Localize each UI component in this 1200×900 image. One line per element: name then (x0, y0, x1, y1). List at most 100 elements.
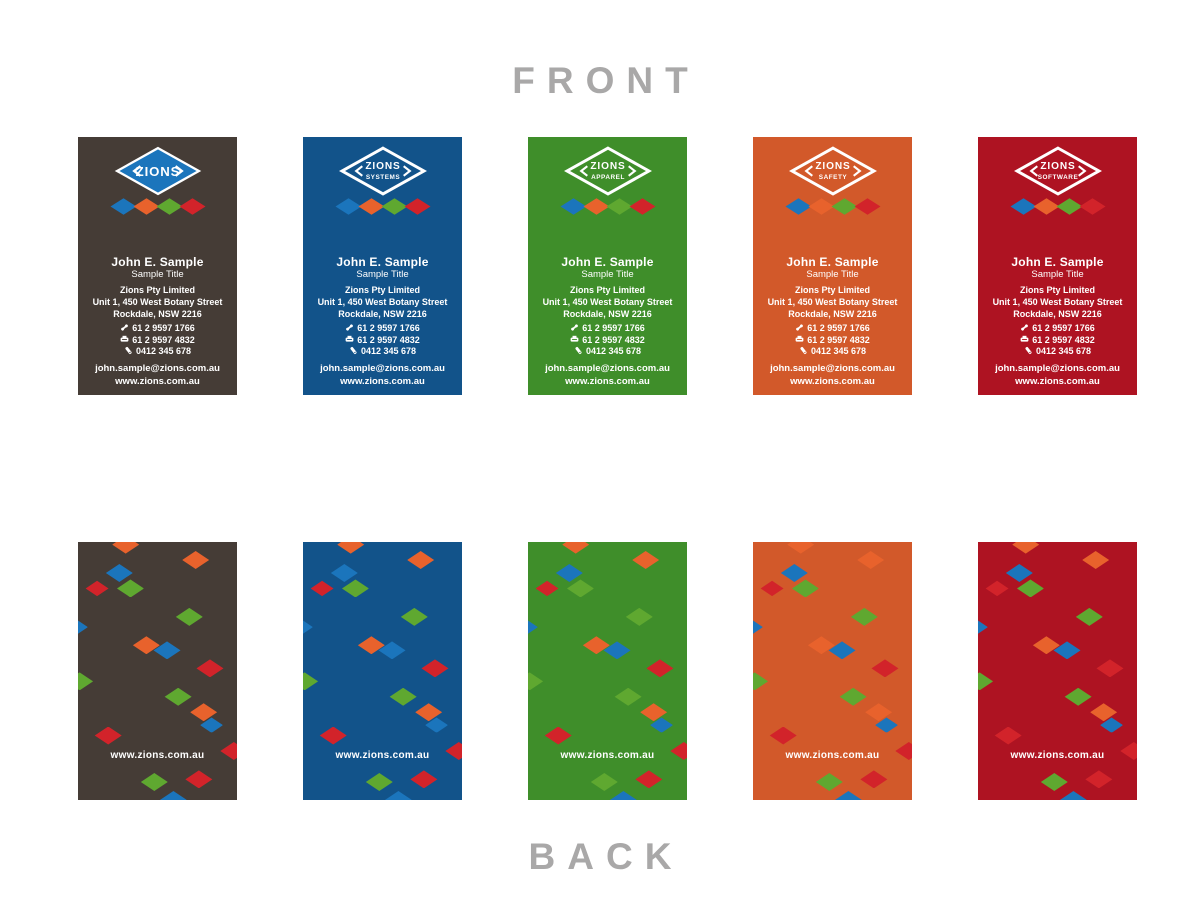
phone-number: 61 2 9597 1766 (807, 323, 870, 333)
pattern-diamond-blue-icon (159, 791, 187, 800)
company-name: Zions Pty Limited (569, 285, 645, 295)
logo-left-chevron-icon (578, 165, 588, 177)
pattern-diamond-red-icon (994, 726, 1022, 745)
mobile-row: 0412 345 678 (978, 346, 1137, 358)
pattern-diamond-green-icon (400, 607, 428, 626)
website-url: www.zions.com.au (1010, 749, 1105, 761)
pattern-diamond-blue-icon (1005, 563, 1033, 582)
zions-logo: ZIONS (114, 146, 201, 196)
website-url: www.zions.com.au (565, 376, 650, 387)
pattern-diamond-red-icon (310, 580, 334, 597)
pattern-diamond-green-icon (341, 579, 369, 598)
pattern-diamond-blue-icon (303, 619, 313, 635)
pattern-diamond-blue-icon (834, 791, 862, 800)
fax-row: 61 2 9597 4832 (753, 335, 912, 347)
business-card-front-zions-systems: ZIONS SYSTEMS John E. Sample Sample Titl… (303, 137, 462, 395)
pattern-diamond-orange-icon (640, 703, 668, 722)
contact-title: Sample Title (581, 269, 634, 280)
pattern-diamond-blue-icon (828, 641, 856, 660)
address-line-2: Rockdale, NSW 2216 (788, 309, 877, 319)
front-card-row: ZIONS John E. Sample Sample Title Zions … (78, 137, 1137, 395)
website-url: www.zions.com.au (560, 749, 655, 761)
pattern-diamond-red-icon (871, 659, 899, 678)
fax-icon (345, 335, 354, 342)
address-line-1: Unit 1, 450 West Botany Street (542, 297, 673, 307)
fax-row: 61 2 9597 4832 (78, 335, 237, 347)
pattern-diamond-blue-icon (603, 641, 631, 660)
address-line-1: Unit 1, 450 West Botany Street (767, 297, 898, 307)
fax-icon (1020, 335, 1029, 342)
diamond-pattern (78, 542, 237, 800)
pattern-diamond-blue-icon (1059, 791, 1087, 800)
pattern-diamond-green-icon (566, 579, 594, 598)
diamond-red-icon (404, 198, 430, 215)
mobile-row: 0412 345 678 (528, 346, 687, 358)
svg-text:APPAREL: APPAREL (591, 174, 625, 181)
business-card-back-zions-apparel: www.zions.com.au (528, 542, 687, 800)
pattern-diamond-orange-icon (357, 636, 385, 655)
pattern-diamond-blue-icon (105, 563, 133, 582)
pattern-diamond-green-icon (978, 672, 994, 691)
logo-right-chevron-icon (402, 165, 412, 177)
pattern-diamond-red-icon (319, 726, 347, 745)
logo-left-chevron-icon (353, 165, 363, 177)
fax-number: 61 2 9597 4832 (357, 334, 420, 345)
mobile-icon (350, 346, 357, 355)
contact-name: John E. Sample (786, 255, 879, 269)
fax-number: 61 2 9597 4832 (1032, 334, 1095, 345)
diamond-red-icon (629, 198, 655, 215)
phone-number: 61 2 9597 1766 (132, 323, 195, 333)
diamond-green-icon (381, 198, 407, 215)
mobile-icon (800, 346, 807, 355)
business-card-front-zions: ZIONS John E. Sample Sample Title Zions … (78, 137, 237, 395)
company-name: Zions Pty Limited (119, 285, 195, 295)
pattern-diamond-orange-icon (415, 703, 443, 722)
diamond-orange-icon (583, 198, 609, 215)
logo-right-chevron-icon (627, 165, 637, 177)
contact-name: John E. Sample (111, 255, 204, 269)
pattern-diamond-red-icon (185, 770, 213, 789)
pattern-diamond-green-icon (164, 687, 192, 706)
pattern-diamond-orange-icon (857, 551, 885, 570)
phone-number: 61 2 9597 1766 (582, 323, 645, 333)
diamond-pattern (753, 542, 912, 800)
logo-left-chevron-icon (131, 165, 141, 177)
front-section-label: FRONT (512, 60, 700, 101)
pattern-diamond-orange-icon (562, 542, 590, 554)
diamond-row (110, 198, 205, 215)
contact-numbers: 61 2 9597 1766 61 2 9597 4832 0412 345 6… (978, 323, 1137, 358)
pattern-diamond-green-icon (389, 687, 417, 706)
pattern-diamond-red-icon (860, 770, 888, 789)
address-line-1: Unit 1, 450 West Botany Street (317, 297, 448, 307)
contact-name: John E. Sample (336, 255, 429, 269)
fax-icon (570, 335, 579, 342)
mobile-row: 0412 345 678 (303, 346, 462, 358)
contact-title: Sample Title (1031, 269, 1084, 280)
diamond-orange-icon (1033, 198, 1059, 215)
company-name: Zions Pty Limited (794, 285, 870, 295)
pattern-diamond-orange-icon (865, 703, 893, 722)
address-line-2: Rockdale, NSW 2216 (338, 309, 427, 319)
pattern-diamond-red-icon (421, 659, 449, 678)
diamond-orange-icon (358, 198, 384, 215)
pattern-diamond-orange-icon (182, 551, 210, 570)
phone-icon (346, 324, 354, 331)
pattern-diamond-red-icon (535, 580, 559, 597)
company-name: Zions Pty Limited (344, 285, 420, 295)
diamond-red-icon (1079, 198, 1105, 215)
diamond-red-icon (854, 198, 880, 215)
diamond-green-icon (831, 198, 857, 215)
mobile-number: 0412 345 678 (585, 346, 642, 356)
pattern-diamond-red-icon (85, 580, 109, 597)
mobile-number: 0412 345 678 (810, 346, 867, 356)
zions-logo: ZIONS SAFETY (788, 146, 877, 196)
pattern-diamond-blue-icon (330, 563, 358, 582)
fax-row: 61 2 9597 4832 (528, 335, 687, 347)
pattern-diamond-green-icon (78, 672, 94, 691)
address-line-2: Rockdale, NSW 2216 (563, 309, 652, 319)
diamond-blue-icon (1010, 198, 1036, 215)
svg-text:ZIONS: ZIONS (365, 161, 400, 172)
logo-left-chevron-icon (1028, 165, 1038, 177)
diamond-blue-icon (110, 198, 136, 215)
pattern-diamond-red-icon (544, 726, 572, 745)
